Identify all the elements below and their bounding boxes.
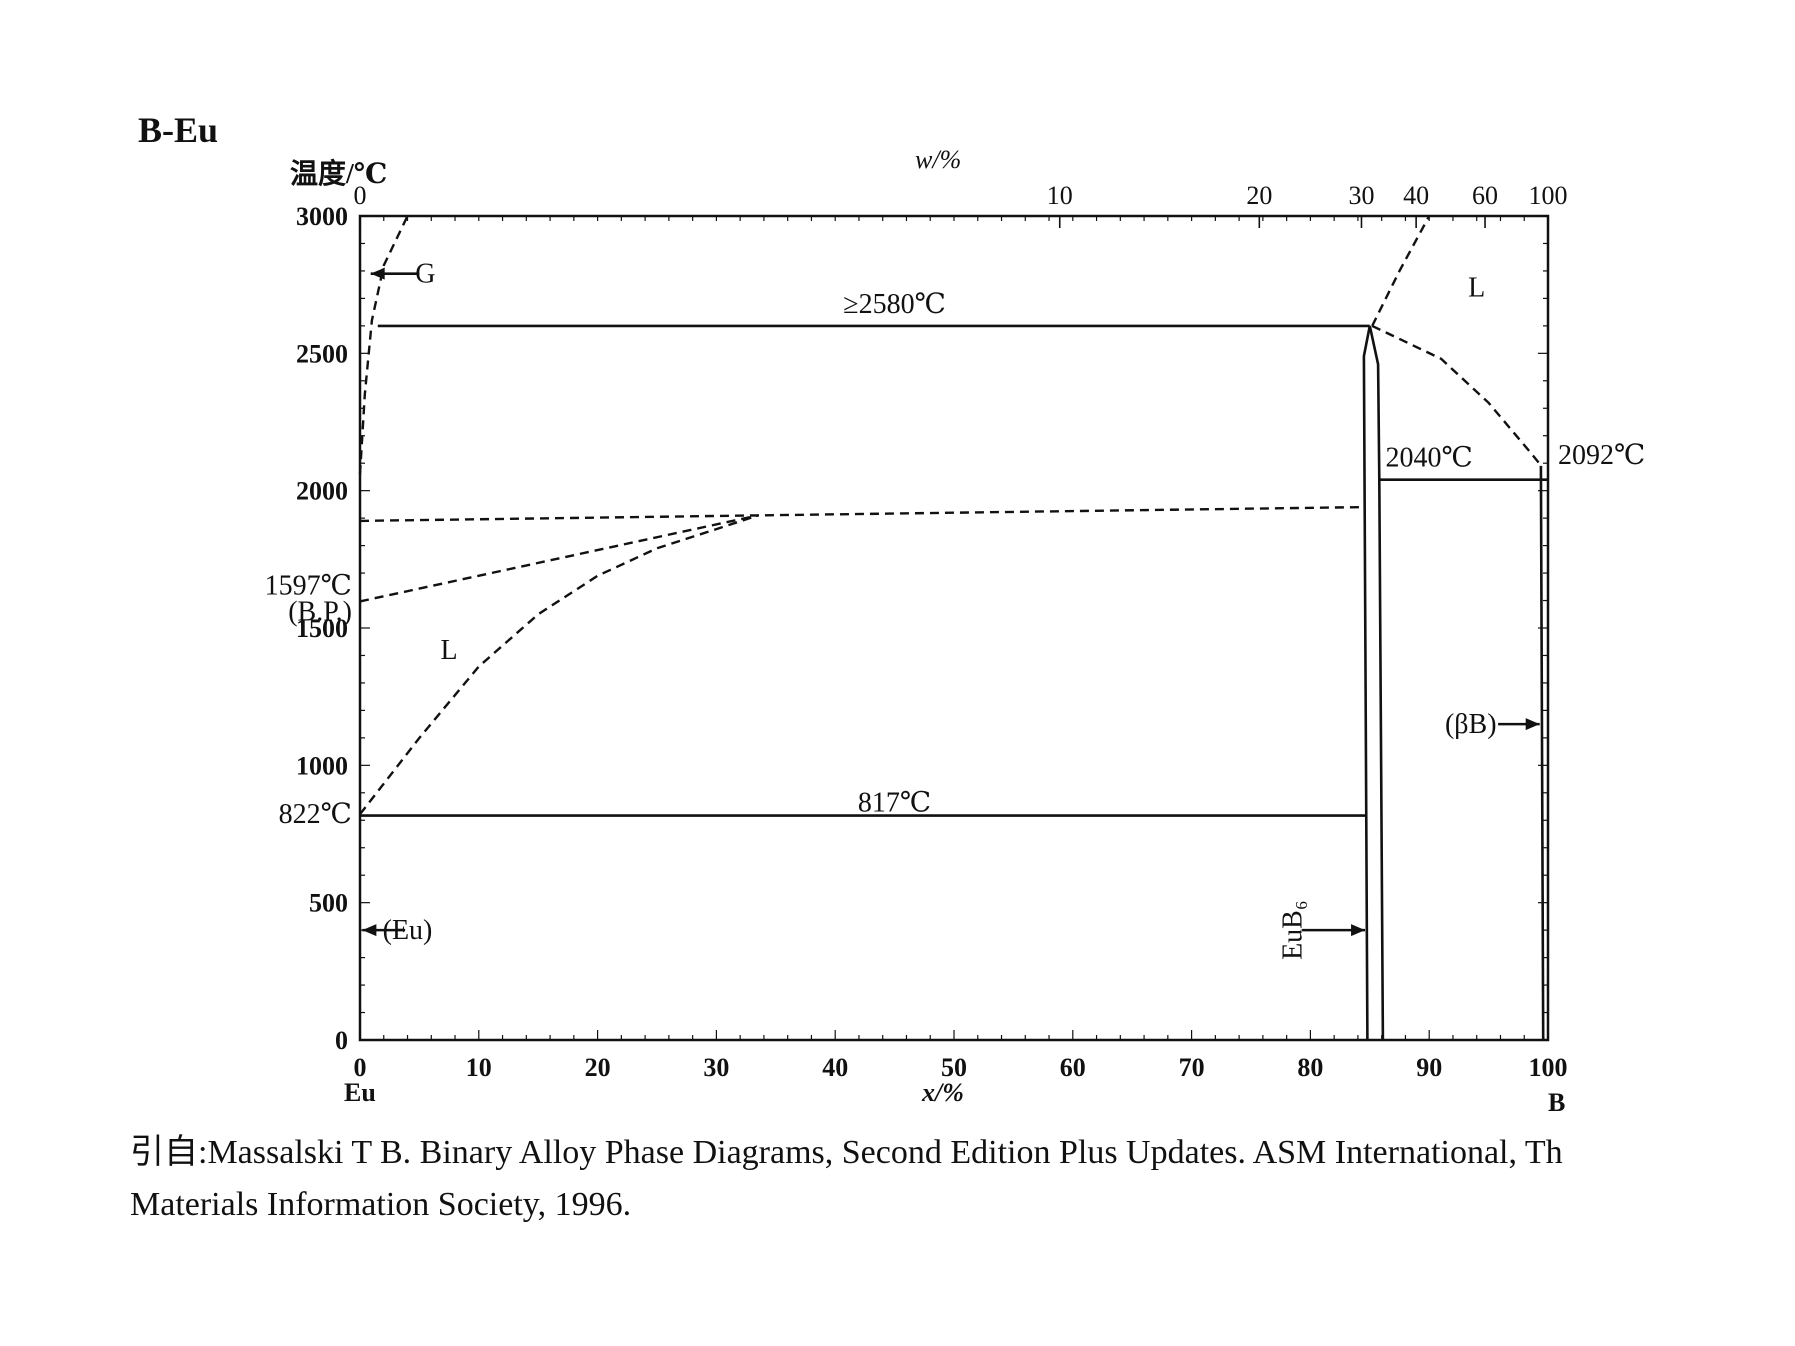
y-axis-ticks: 0 500 1000 1500 2000 2500 3000 <box>296 202 348 1055</box>
y-tick-label: 3000 <box>296 202 348 231</box>
temperature-annotation: (B.P.) <box>288 597 352 628</box>
temperature-annotation: ≥2580℃ <box>843 289 946 320</box>
temperature-annotation: 1597℃ <box>265 570 352 601</box>
x-tick-label: 100 <box>1529 1053 1568 1082</box>
temperature-annotation: 817℃ <box>858 787 931 818</box>
temperature-annotation: 2040℃ <box>1386 443 1473 474</box>
liquidus-right <box>1371 324 1542 467</box>
y-tick-label: 1500 <box>296 614 348 643</box>
x-tick-label: 30 <box>703 1053 729 1082</box>
top-tick-label: 20 <box>1246 181 1272 210</box>
reference-line-1: 引自:Massalski T B. Binary Alloy Phase Dia… <box>130 1134 1563 1171</box>
x-tick-label: 20 <box>585 1053 611 1082</box>
x-tick-label: 90 <box>1416 1053 1442 1082</box>
gas-boundary <box>358 215 409 475</box>
x-tick-label: 0 <box>354 1053 367 1082</box>
eub6-left-boundary <box>1362 325 1372 1041</box>
x-tick-label: 60 <box>1060 1053 1086 1082</box>
phase-labels: G L L (Eu) (βB) EuB₆ ≥2580℃ 2040℃ 2092℃ 817℃ 822℃ 1… <box>265 259 1646 960</box>
x-tick-label: 40 <box>822 1053 848 1082</box>
eub6-right-boundary <box>1368 325 1385 1041</box>
y-axis-label: 温度/℃ <box>290 158 387 190</box>
top-tick-label: 30 <box>1348 181 1374 210</box>
phase-boundaries <box>358 215 1548 1041</box>
arrow-to-eub6-head <box>1351 924 1366 937</box>
y-tick-label: 1000 <box>296 751 348 780</box>
phase-label: (Eu) <box>383 915 433 946</box>
x-axis-label: x/% <box>921 1078 964 1107</box>
plot-border <box>358 214 1550 1042</box>
arrow-to-beta-b-head <box>1525 718 1540 731</box>
phase-label: (βB) <box>1445 709 1497 740</box>
x-tick-label: 50 <box>941 1053 967 1082</box>
phase-label: G <box>415 259 435 290</box>
top-tick-label: 100 <box>1529 181 1568 210</box>
top-tick-label: 60 <box>1472 181 1498 210</box>
top-tick-label: 10 <box>1047 181 1073 210</box>
top-axis-label: w/% <box>915 145 961 174</box>
y-tick-label: 2500 <box>296 339 348 368</box>
monotectic-line <box>359 505 1364 523</box>
arrow-to-eu-head <box>362 924 377 937</box>
top-axis-ticks: 0 10 20 30 40 60 100 <box>354 181 1568 228</box>
phase-label: EuB₆ <box>1278 900 1309 960</box>
phase-label: L <box>441 635 458 666</box>
y-tick-label: 0 <box>335 1026 348 1055</box>
phase-label: L <box>1468 272 1485 303</box>
top-right-boundary <box>1371 215 1431 327</box>
x-tick-label: 10 <box>466 1053 492 1082</box>
x-tick-label: 70 <box>1179 1053 1205 1082</box>
right-component-label: B <box>1548 1088 1565 1117</box>
x-tick-label: 80 <box>1297 1053 1323 1082</box>
boiling-line <box>359 514 759 603</box>
phase-arrows <box>362 267 1540 937</box>
chart-title: B-Eu <box>138 110 218 150</box>
top-tick-label: 40 <box>1403 181 1429 210</box>
plot-frame <box>358 214 1550 1042</box>
y-tick-label: 2000 <box>296 477 348 506</box>
top-tick-label: 0 <box>354 181 367 210</box>
temperature-annotation: 2092℃ <box>1558 440 1645 471</box>
arrow-to-gas-head <box>370 267 385 280</box>
y-tick-label: 500 <box>309 889 348 918</box>
liquidus-left <box>359 514 759 815</box>
x-axis-ticks: 0 10 20 30 40 50 60 70 80 90 100 <box>354 1053 1568 1082</box>
temperature-annotation: 822℃ <box>279 799 352 830</box>
reference-line-2: Materials Information Society, 1996. <box>130 1186 632 1223</box>
beta-b-boundary <box>1539 465 1545 1041</box>
left-component-label: Eu <box>344 1078 376 1107</box>
